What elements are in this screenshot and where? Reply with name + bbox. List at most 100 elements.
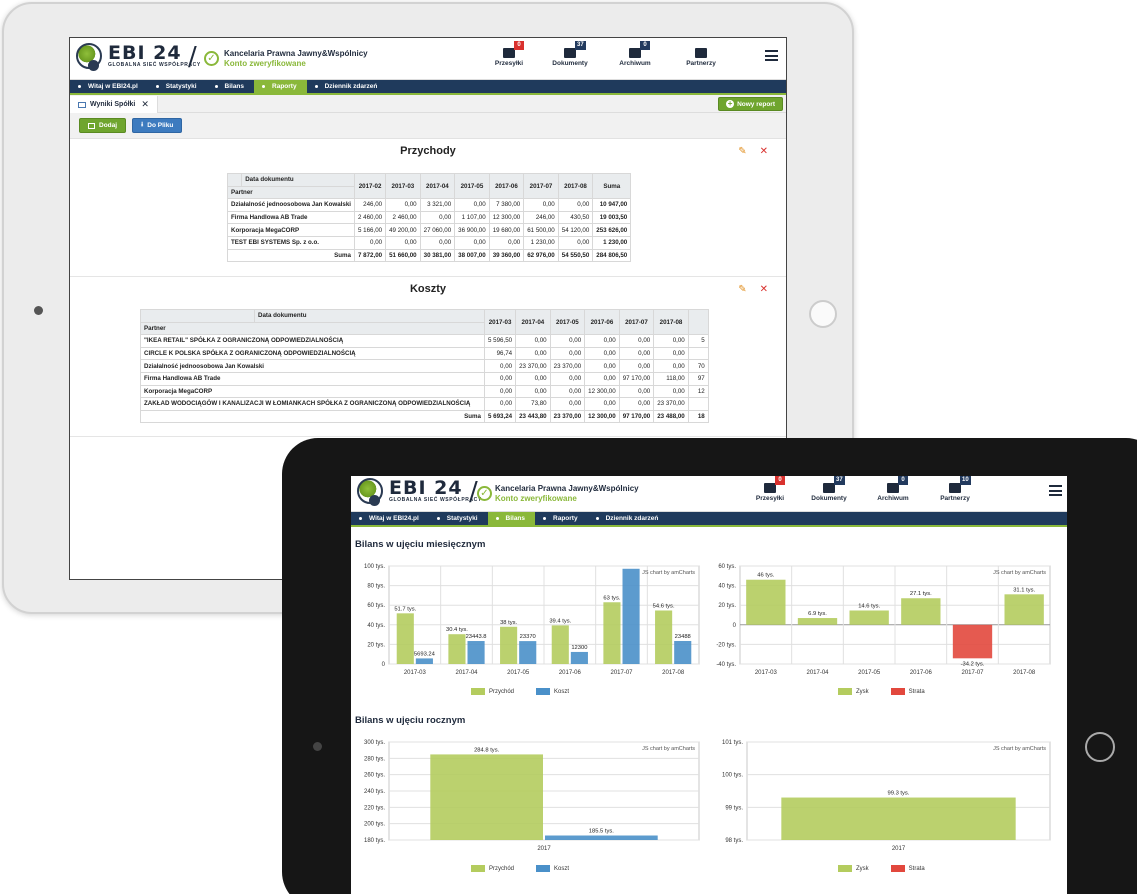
slash-separator: / (469, 477, 478, 507)
globe-icon (76, 43, 102, 71)
header-item-przesylki[interactable]: Przesyłki 0 (494, 41, 524, 67)
header-item-archiwum[interactable]: Archiwum 0 (877, 476, 909, 502)
export-file-button[interactable]: ⭳ Do Pliku (132, 118, 183, 133)
table-cell: 54 120,00 (557, 223, 594, 237)
x-tick-label: 2017-03 (404, 670, 427, 676)
nav-item-bilans[interactable]: Bilans (207, 80, 255, 93)
nav-item-raporty[interactable]: Raporty (535, 512, 588, 525)
nav-item-dziennik[interactable]: Dziennik zdarzeń (307, 80, 388, 93)
legend-item[interactable]: Zysk (838, 688, 869, 695)
header-item-dokumenty[interactable]: Dokumenty 37 (811, 476, 847, 502)
edit-icon[interactable]: ✎ (738, 146, 747, 157)
koszty-scroll[interactable]: Data dokumentu 2017-03 2017-04 2017-05 2… (140, 309, 718, 423)
sum-cell: 284 806,50 (592, 248, 632, 263)
table-row: ZAKŁAD WODOCIĄGÓW I KANALIZACJI W ŁOMIAN… (140, 397, 709, 411)
table-icon (78, 101, 86, 108)
nav-item-raporty[interactable]: Raporty (254, 80, 307, 93)
screen-reports: EBI 24 GLOBALNA SIEĆ WSPÓŁPRACY / ✓ Kanc… (69, 37, 787, 580)
nav-item-statystyki[interactable]: Statystyki (148, 80, 207, 93)
legend-yearly-2: Zysk Strata (838, 865, 947, 872)
table-cell: 3 321,00 (419, 198, 456, 212)
bar (1004, 594, 1044, 625)
data-label: 5693.24 (414, 651, 436, 657)
table-cell: 96,74 (483, 346, 517, 361)
table-cell: 0,00 (557, 235, 594, 250)
y-tick-label: 100 tys. (364, 564, 385, 570)
table-cell: 253 626,00 (592, 223, 632, 237)
legend-item[interactable]: Przychód (471, 688, 514, 695)
chart-svg: -40 tys. -20 tys. 0 20 tys. 40 tys. 60 tys. 20… (716, 564, 1051, 676)
sum-label: Suma (140, 409, 485, 423)
menu-icon[interactable] (765, 50, 778, 61)
table-cell: 0,00 (515, 371, 551, 386)
verified-status: Konto zweryfikowane (495, 494, 577, 503)
nav-item-statystyki[interactable]: Statystyki (429, 512, 488, 525)
bar (430, 754, 543, 840)
menu-icon[interactable] (1049, 485, 1062, 496)
table-cell: 0,00 (584, 346, 620, 361)
delete-icon[interactable]: ✕ (759, 284, 768, 295)
chart-credit: JS chart by amCharts (642, 746, 695, 752)
legend-item[interactable]: Koszt (536, 865, 569, 872)
y-tick-label: 180 tys. (364, 838, 385, 844)
data-label: 284.8 tys. (474, 747, 500, 753)
header-item-dokumenty[interactable]: Dokumenty 37 (552, 41, 588, 67)
nav-item-welcome[interactable]: Witaj w EBI24.pl (351, 512, 429, 525)
close-icon[interactable]: ✕ (141, 99, 149, 109)
legend-item[interactable]: Strata (890, 865, 925, 872)
table-cell: 10 947,00 (592, 198, 632, 212)
edit-icon[interactable]: ✎ (738, 284, 747, 295)
header-item-partnerzy[interactable]: Partnerzy (676, 44, 726, 67)
header-item-partnerzy[interactable]: Partnerzy 10 (940, 476, 971, 502)
legend-item[interactable]: Koszt (536, 688, 569, 695)
section-title-yearly: Bilans w ujęciu rocznym (355, 715, 466, 726)
legend-item[interactable]: Przychód (471, 865, 514, 872)
nav-item-welcome[interactable]: Witaj w EBI24.pl (70, 80, 148, 93)
tab-wyniki-spolki[interactable]: Wyniki Spółki ✕ (70, 96, 158, 113)
y-tick-label: 60 tys. (367, 603, 385, 609)
logo[interactable]: EBI 24 GLOBALNA SIEĆ WSPÓŁPRACY (76, 43, 201, 71)
new-report-button[interactable]: + Nowy report (718, 97, 783, 111)
nav-item-bilans[interactable]: Bilans (487, 512, 536, 525)
table-cell: 1 230,00 (592, 235, 632, 250)
partners-icon (949, 483, 961, 493)
data-label: 23370 (520, 634, 536, 640)
table-cell: 5 596,50 (483, 334, 517, 348)
header-item-archiwum[interactable]: Archiwum 0 (619, 41, 651, 67)
table-row: CIRCLE K POLSKA SPÓŁKA Z OGRANICZONĄ ODP… (140, 346, 709, 361)
sum-cell: 5 693,24 (483, 409, 517, 423)
nav-item-dziennik[interactable]: Dziennik zdarzeń (588, 512, 669, 525)
bar (519, 641, 537, 664)
header-item-przesylki[interactable]: Przesyłki 0 (755, 476, 785, 502)
data-label: 39.4 tys. (549, 618, 571, 624)
partner-name: "IKEA RETAIL" SPÓŁKA Z OGRANICZONĄ ODPOW… (140, 334, 485, 348)
col-header: Data dokumentu (241, 173, 355, 187)
logo[interactable]: EBI 24 GLOBALNA SIEĆ WSPÓŁPRACY (357, 478, 482, 506)
x-tick-label: 2017-05 (858, 670, 881, 676)
legend-item[interactable]: Strata (890, 688, 925, 695)
table-cell: 0,00 (353, 235, 387, 250)
bar (500, 626, 518, 664)
panel-przychody: Przychody ✎ ✕ Data dokumentu 2017-02 201… (70, 139, 786, 277)
table-cell: 12 300,00 (584, 384, 620, 399)
bar (901, 598, 941, 625)
badge-count: 10 (960, 476, 971, 485)
table-cell: 0,00 (618, 346, 655, 361)
bar (674, 640, 692, 664)
add-button[interactable]: Dodaj (79, 118, 127, 133)
table-cell: 0,00 (515, 346, 551, 361)
table-cell: 0,00 (584, 359, 620, 373)
bar (849, 610, 889, 625)
table-cell: 97 (687, 371, 709, 386)
bar (551, 625, 569, 664)
delete-icon[interactable]: ✕ (759, 146, 768, 157)
bar (467, 641, 485, 664)
table-cell: 1 107,00 (454, 210, 490, 225)
legend-item[interactable]: Zysk (838, 865, 869, 872)
table-row: Firma Handlowa AB Trade 2 460,00 2 460,00 0… (227, 210, 632, 225)
table-cell: 246,00 (353, 198, 387, 212)
table-cell: 23 370,00 (515, 359, 551, 373)
app-header: EBI 24 GLOBALNA SIEĆ WSPÓŁPRACY / ✓ Kanc… (70, 38, 786, 80)
table-cell: 0,00 (618, 397, 655, 411)
